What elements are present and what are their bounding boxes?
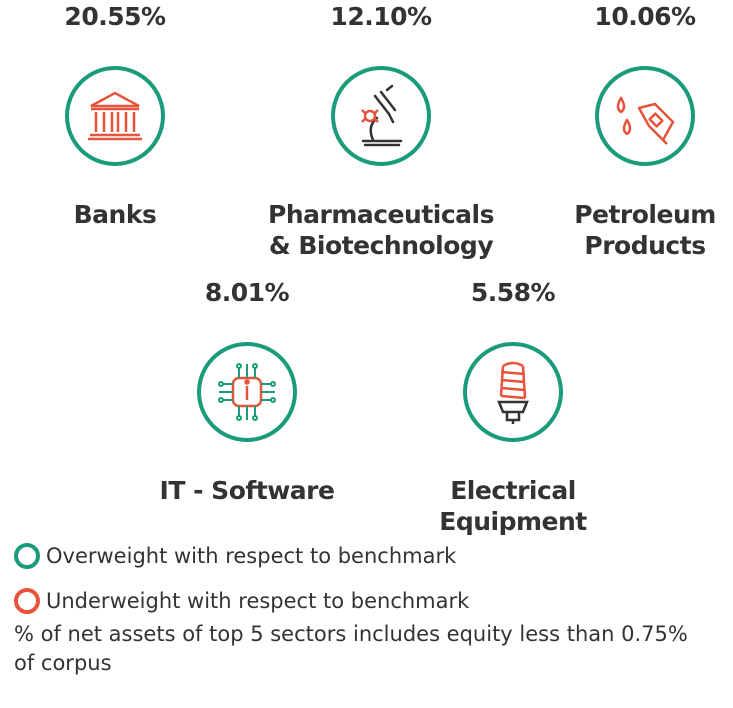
sector-it-software: 8.01% IT - Software [117,278,377,518]
overweight-circle-icon [14,543,40,569]
sector-percentage: 10.06% [594,2,696,31]
sector-name: Banks [73,200,157,229]
bank-icon [63,64,167,168]
fuel-nozzle-icon [593,64,697,168]
sector-percentage: 5.58% [470,278,556,307]
light-bulb-icon [461,340,565,444]
sector-name: Pharmaceuticals & Biotechnology [268,200,494,260]
sector-name: Electrical Equipment [439,476,587,536]
chip-icon [195,340,299,444]
sector-electrical-equipment: 5.58% Electrical Equipment [383,278,643,548]
sector-name: IT - Software [159,476,335,505]
legend-overweight: Overweight with respect to benchmark [14,539,456,573]
sector-petroleum: 10.06% Petroleum Products [515,2,733,272]
footnote: % of net assets of top 5 sectors include… [14,622,688,675]
sector-pharmaceuticals: 12.10% Pharmaceuticals & Biotechnology [251,2,511,272]
microscope-icon [329,64,433,168]
legend-underweight: Underweight with respect to benchmark [14,584,469,618]
underweight-circle-icon [14,588,40,614]
sector-percentage: 12.10% [330,2,432,31]
sector-name: Petroleum Products [574,200,716,260]
legend-label: Overweight with respect to benchmark [46,544,457,568]
sector-percentage: 8.01% [204,278,290,307]
legend-label: Underweight with respect to benchmark [46,589,470,613]
sector-banks: 20.55% Banks [0,2,245,242]
sector-percentage: 20.55% [64,2,166,31]
